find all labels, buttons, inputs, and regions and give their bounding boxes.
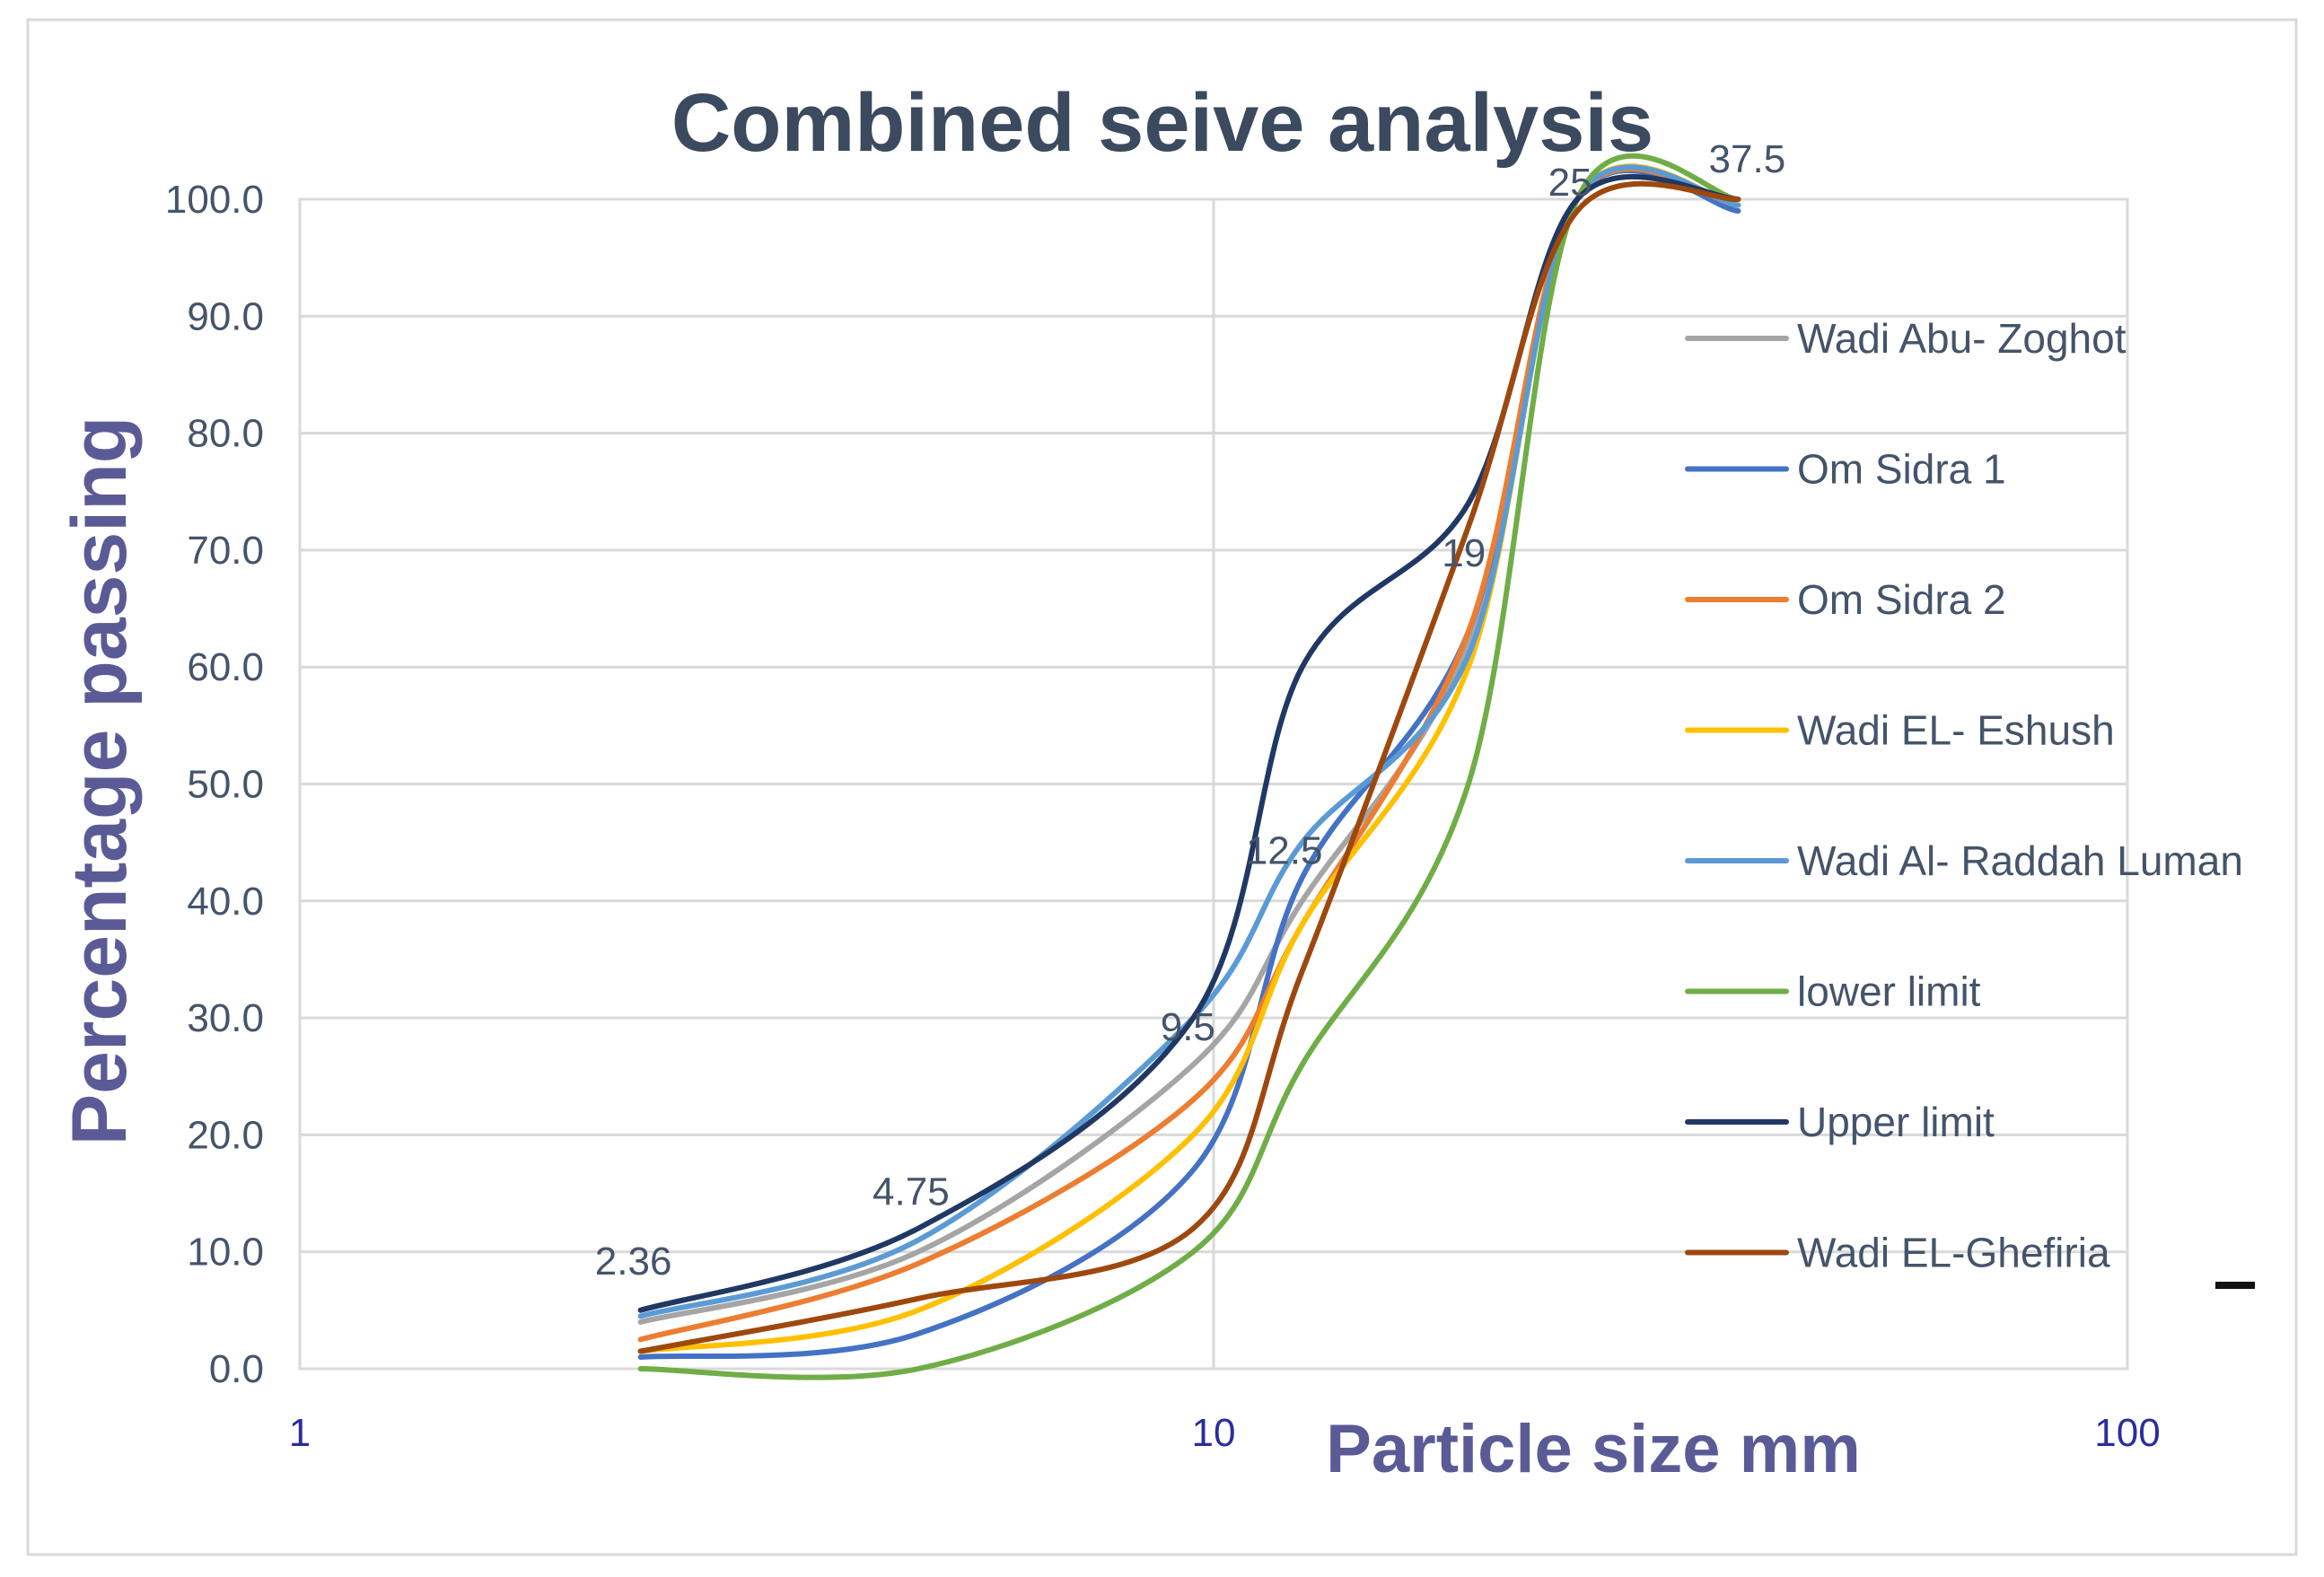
x-tick-label: 10 (1192, 1411, 1236, 1455)
y-tick-label: 70.0 (187, 529, 264, 573)
legend-label: Wadi Abu- Zoghot (1797, 315, 2127, 362)
data-point-label: 19 (1442, 531, 1486, 575)
data-point-label: 9.5 (1161, 1005, 1215, 1049)
legend-label: Wadi EL- Eshush (1797, 707, 2115, 754)
x-tick-labels: 1 10 100 (289, 1411, 2161, 1455)
x-tick-label: 100 (2094, 1411, 2160, 1455)
y-tick-label: 10.0 (187, 1231, 264, 1275)
legend: Wadi Abu- Zoghot Om Sidra 1 Om Sidra 2 Wadi… (1685, 315, 2243, 1276)
y-tick-label: 60.0 (187, 645, 264, 689)
data-point-label: 12.5 (1246, 829, 1323, 873)
x-axis-title: Particle size mm (1326, 1411, 1861, 1487)
data-point-label: 37.5 (1709, 137, 1786, 181)
x-tick-label: 1 (289, 1411, 311, 1455)
y-tick-label: 0.0 (209, 1347, 264, 1391)
y-axis-title: Percentage passing (57, 416, 143, 1146)
chart-title: Combined seive analysis (671, 77, 1653, 169)
y-tick-label: 30.0 (187, 996, 264, 1040)
legend-label: Upper limit (1797, 1099, 1995, 1145)
y-tick-labels: 0.0 10.0 20.0 30.0 40.0 50.0 60.0 70.0 80.0 90.0 1… (165, 178, 264, 1391)
y-tick-label: 100.0 (165, 178, 264, 222)
data-point-label: 25 (1548, 161, 1592, 205)
y-tick-label: 20.0 (187, 1113, 264, 1157)
series-lines (637, 153, 1741, 1380)
legend-label: lower limit (1797, 968, 1981, 1015)
legend-label: Om Sidra 2 (1797, 576, 2006, 623)
legend-label: Wadi Al- Raddah Luman (1797, 837, 2243, 884)
series-line-wadi-el-ghefiria (637, 180, 1741, 1354)
legend-overflow-marker (2215, 1282, 2255, 1289)
data-point-label: 4.75 (873, 1170, 950, 1214)
chart-frame (26, 18, 2298, 1556)
legend-label: Wadi EL-Ghefiria (1797, 1230, 2110, 1276)
y-tick-label: 80.0 (187, 412, 264, 456)
legend-label: Om Sidra 1 (1797, 446, 2006, 493)
y-tick-label: 90.0 (187, 294, 264, 338)
data-point-label: 2.36 (595, 1240, 672, 1284)
plot-border (298, 197, 2129, 1371)
y-tick-label: 40.0 (187, 880, 264, 924)
y-tick-label: 50.0 (187, 763, 264, 807)
point-labels: 2.36 4.75 9.5 12.5 19 25 37.5 (595, 137, 1785, 1284)
series-line-upper-limit (637, 173, 1741, 1313)
